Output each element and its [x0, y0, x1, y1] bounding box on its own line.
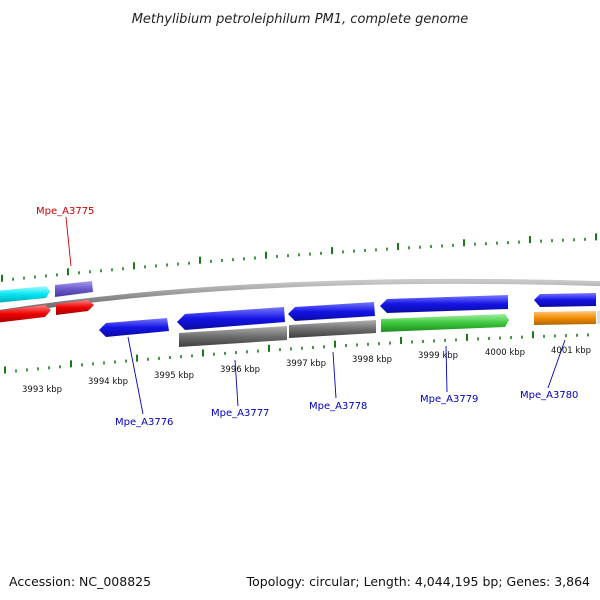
scale-label: 3998 kbp [352, 355, 392, 365]
gene-label-mpe-a3778[interactable]: Mpe_A3778 [309, 401, 367, 412]
leader-mpe-a3779 [445, 345, 448, 393]
gene-gray-1[interactable] [179, 326, 287, 347]
gene-labels: Mpe_A3775 Mpe_A3776 Mpe_A3777 Mpe_A3778 … [36, 206, 578, 428]
gene-mpe-a3776[interactable] [99, 318, 169, 337]
gene-label-mpe-a3775[interactable]: Mpe_A3775 [36, 206, 94, 217]
genome-summary-text: Topology: circular; Length: 4,044,195 bp… [246, 574, 590, 589]
gene-red-2[interactable] [56, 300, 94, 315]
gene-orange[interactable] [534, 311, 596, 325]
leader-mpe-a3777 [234, 359, 239, 407]
gene-label-mpe-a3777[interactable]: Mpe_A3777 [211, 408, 269, 419]
scale-label: 3999 kbp [418, 351, 458, 361]
gene-mpe-a3777[interactable] [177, 307, 285, 330]
lower-genes [179, 311, 600, 347]
scale-label: 3995 kbp [154, 371, 194, 381]
upper-tick-track [1, 233, 597, 282]
scale-label: 4001 kbp [551, 346, 591, 356]
leader-mpe-a3776 [127, 336, 144, 415]
leader-mpe-a3780 [547, 339, 566, 389]
gene-label-mpe-a3776[interactable]: Mpe_A3776 [115, 417, 173, 428]
gene-label-mpe-a3779[interactable]: Mpe_A3779 [420, 394, 478, 405]
gene-red-1[interactable] [0, 305, 51, 323]
gene-violet[interactable] [55, 281, 93, 297]
scale-label: 3994 kbp [88, 377, 128, 387]
scale-label: 3997 kbp [286, 359, 326, 369]
gene-label-leaders [65, 216, 566, 415]
lower-tick-track [4, 331, 589, 374]
gene-mpe-a3778[interactable] [288, 302, 375, 321]
gene-label-mpe-a3780[interactable]: Mpe_A3780 [520, 390, 578, 401]
leader-mpe-a3778 [332, 351, 337, 399]
forward-genes [0, 281, 93, 303]
accession-text: Accession: NC_008825 [9, 574, 151, 589]
gene-cyan[interactable] [0, 286, 50, 303]
gene-green[interactable] [381, 314, 509, 332]
leader-mpe-a3775 [65, 216, 72, 267]
gene-gray-2[interactable] [289, 320, 376, 338]
reverse-genes-blue [99, 293, 596, 337]
scale-label: 3996 kbp [220, 365, 260, 375]
gene-white-stub [597, 311, 600, 324]
scale-labels: 3993 kbp 3994 kbp 3995 kbp 3996 kbp 3997… [22, 346, 591, 395]
map-title: Methylibium petroleiphilum PM1, complete… [132, 12, 469, 27]
gene-mpe-a3780[interactable] [534, 293, 596, 307]
scale-label: 3993 kbp [22, 385, 62, 395]
red-genes [0, 300, 94, 323]
gene-mpe-a3779[interactable] [380, 295, 508, 313]
scale-label: 4000 kbp [485, 348, 525, 358]
